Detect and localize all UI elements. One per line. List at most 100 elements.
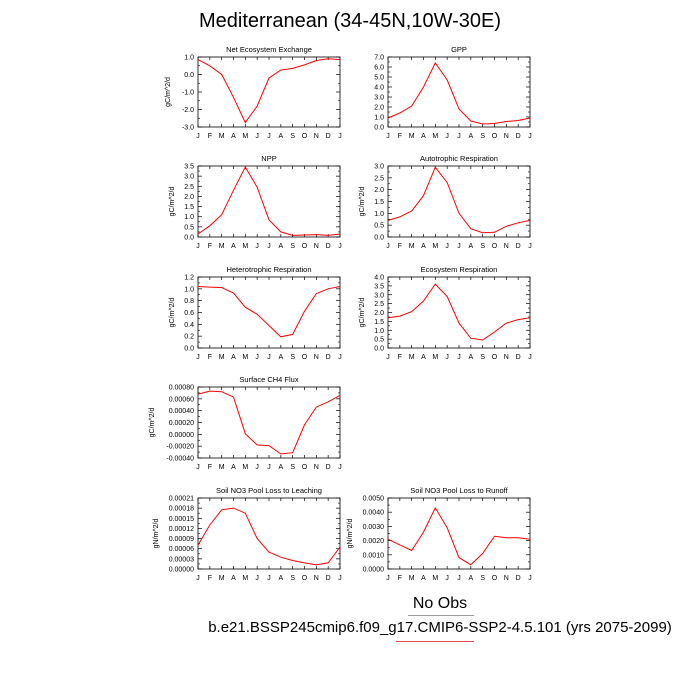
x-tick-label: A — [278, 464, 283, 471]
x-tick-label: F — [398, 354, 402, 361]
series-line — [197, 507, 341, 566]
x-tick-label: J — [338, 354, 342, 361]
x-tick-label: J — [457, 354, 461, 361]
x-tick-label: M — [242, 243, 248, 250]
y-tick-label: 2.0 — [184, 194, 194, 201]
panel-title: Soil NO3 Pool Loss to Leaching — [216, 486, 322, 495]
y-tick-label: 4.0 — [374, 85, 384, 92]
y-tick-label: 0.0 — [184, 346, 194, 353]
x-tick-label: J — [267, 575, 271, 582]
y-axis-label: gN/m^2/d — [153, 519, 160, 549]
x-tick-label: N — [314, 354, 319, 361]
x-tick-label: N — [314, 575, 319, 582]
x-tick-label: J — [196, 354, 200, 361]
x-tick-label: M — [242, 133, 248, 140]
x-tick-label: F — [208, 575, 212, 582]
x-tick-label: J — [528, 133, 532, 140]
x-tick-label: A — [231, 243, 236, 250]
y-tick-label: 1.0 — [374, 115, 384, 122]
x-tick-label: S — [480, 354, 485, 361]
y-tick-label: 6.0 — [374, 65, 384, 72]
x-tick-label: J — [338, 133, 342, 140]
x-tick-label: J — [255, 575, 259, 582]
x-tick-label: J — [445, 354, 449, 361]
x-tick-label: F — [398, 133, 402, 140]
x-tick-label: S — [290, 464, 295, 471]
x-tick-label: M — [432, 133, 438, 140]
x-tick-label: S — [480, 243, 485, 250]
y-tick-label: 0.8 — [184, 298, 194, 305]
y-tick-label: 0.00060 — [169, 396, 194, 403]
x-tick-label: M — [219, 354, 225, 361]
y-tick-label: 3.0 — [374, 95, 384, 102]
x-tick-label: D — [326, 464, 331, 471]
x-tick-label: S — [290, 575, 295, 582]
y-tick-label: 0.0 — [184, 72, 194, 79]
x-tick-label: A — [231, 575, 236, 582]
x-tick-label: J — [386, 133, 390, 140]
panel-title: Ecosystem Respiration — [421, 265, 498, 274]
y-tick-label: 1.5 — [184, 204, 194, 211]
x-tick-label: S — [290, 354, 295, 361]
x-tick-label: A — [278, 354, 283, 361]
y-tick-label: 0.00020 — [169, 420, 194, 427]
x-tick-label: D — [516, 133, 521, 140]
x-tick-label: A — [468, 133, 473, 140]
x-tick-label: F — [208, 133, 212, 140]
y-tick-label: 0.00003 — [169, 556, 194, 563]
panel-frame — [197, 497, 341, 570]
y-tick-label: 0.0030 — [363, 524, 385, 531]
panel-title: Net Ecosystem Exchange — [226, 45, 312, 54]
panel-title: GPP — [451, 45, 467, 54]
y-tick-label: 2.5 — [184, 184, 194, 191]
panel-title: Soil NO3 Pool Loss to Runoff — [410, 486, 508, 495]
y-tick-label: 1.0 — [374, 211, 384, 218]
y-tick-label: 0.00012 — [169, 526, 194, 533]
x-tick-label: O — [492, 133, 498, 140]
x-tick-label: J — [457, 575, 461, 582]
x-tick-label: A — [468, 243, 473, 250]
x-tick-label: N — [314, 133, 319, 140]
y-tick-label: 0.0 — [374, 125, 384, 132]
x-tick-label: D — [516, 243, 521, 250]
y-tick-label: 0.4 — [184, 322, 194, 329]
y-tick-label: 0.00015 — [169, 516, 194, 523]
panel-frame — [197, 56, 341, 128]
x-tick-label: J — [528, 243, 532, 250]
y-tick-label: 0.6 — [184, 310, 194, 317]
x-tick-label: A — [278, 575, 283, 582]
y-axis-label: gC/m^2/d — [359, 187, 366, 217]
x-tick-label: A — [231, 464, 236, 471]
x-tick-label: N — [504, 354, 509, 361]
x-tick-label: J — [267, 133, 271, 140]
x-tick-label: J — [457, 243, 461, 250]
x-tick-label: A — [278, 133, 283, 140]
panel-title: NPP — [261, 154, 276, 163]
obs-legend-line — [408, 615, 474, 616]
x-tick-label: F — [398, 575, 402, 582]
x-tick-label: F — [208, 243, 212, 250]
series-line — [197, 165, 341, 236]
y-tick-label: 1.5 — [374, 199, 384, 206]
y-tick-label: 0.00040 — [169, 408, 194, 415]
y-tick-label: -2.0 — [182, 107, 194, 114]
x-tick-label: J — [386, 575, 390, 582]
y-tick-label: 1.0 — [184, 286, 194, 293]
y-tick-label: 4.0 — [374, 275, 384, 282]
x-tick-label: A — [468, 575, 473, 582]
x-tick-label: M — [219, 133, 225, 140]
x-tick-label: A — [468, 354, 473, 361]
x-tick-label: M — [409, 575, 415, 582]
x-tick-label: D — [516, 575, 521, 582]
series-line — [197, 286, 341, 338]
y-tick-label: 2.5 — [374, 301, 384, 308]
y-tick-label: 0.0 — [184, 235, 194, 242]
panel-frame — [387, 165, 531, 238]
x-tick-label: O — [302, 354, 308, 361]
